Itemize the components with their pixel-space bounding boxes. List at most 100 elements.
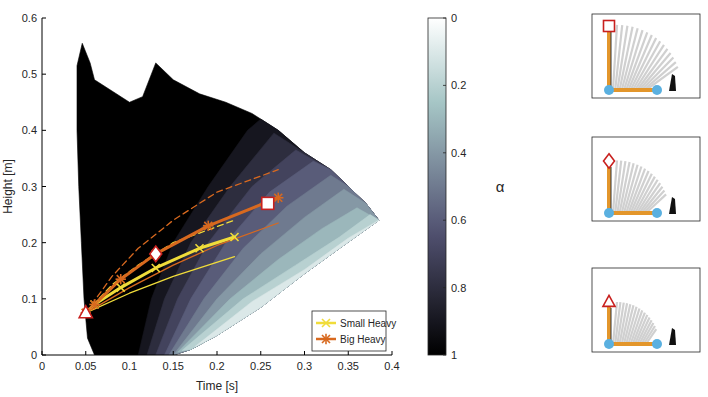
series-line bbox=[86, 220, 235, 313]
series-marker bbox=[203, 221, 213, 231]
joint bbox=[604, 208, 614, 218]
series-line bbox=[86, 198, 279, 313]
x-tick-label: 0.2 bbox=[209, 360, 224, 372]
marker-shape bbox=[79, 306, 92, 318]
leg-link bbox=[609, 211, 657, 215]
highlight-point bbox=[150, 246, 162, 262]
series-line bbox=[86, 223, 279, 313]
legend-label: Small Heavy bbox=[340, 318, 396, 329]
joint bbox=[604, 339, 614, 349]
colorbar-tick-label: 0.4 bbox=[451, 147, 466, 159]
body-link bbox=[607, 304, 611, 344]
x-tick bbox=[260, 351, 261, 355]
joint bbox=[604, 85, 614, 95]
y-tick bbox=[42, 18, 46, 19]
colorbar-tick-label: 0.6 bbox=[451, 214, 466, 226]
x-tick-label: 0.1 bbox=[122, 360, 137, 372]
foot bbox=[669, 328, 676, 345]
marker-stroke bbox=[152, 264, 160, 272]
y-tick-label: 0.3 bbox=[22, 181, 37, 193]
series-line bbox=[86, 257, 235, 313]
x-tick-label: 0 bbox=[39, 360, 45, 372]
marker-stroke bbox=[117, 284, 125, 292]
x-tick bbox=[85, 351, 86, 355]
body-edge bbox=[611, 167, 612, 213]
marker-stroke bbox=[196, 244, 204, 252]
y-tick-label: 0.2 bbox=[22, 237, 37, 249]
colorbar-tick bbox=[443, 85, 446, 86]
marker-stroke bbox=[207, 221, 209, 231]
y-tick bbox=[42, 130, 46, 131]
leg-link bbox=[609, 88, 657, 92]
y-tick bbox=[42, 242, 46, 243]
x-tick-label: 0.3 bbox=[297, 360, 312, 372]
legend-marker bbox=[322, 319, 330, 327]
pose-panel bbox=[592, 14, 700, 98]
body-link bbox=[607, 163, 611, 213]
foot bbox=[669, 74, 676, 91]
y-tick-label: 0.6 bbox=[22, 12, 37, 24]
y-tick bbox=[42, 74, 46, 75]
x-tick bbox=[129, 351, 130, 355]
body-edge bbox=[611, 32, 612, 90]
y-tick-label: 0.1 bbox=[22, 293, 37, 305]
x-tick bbox=[173, 351, 174, 355]
figure: 00.050.10.150.20.250.30.350.400.10.20.30… bbox=[0, 0, 708, 397]
legend-marker bbox=[321, 334, 331, 344]
colorbar bbox=[428, 18, 446, 355]
marker-stroke bbox=[152, 264, 160, 272]
series-marker bbox=[117, 284, 125, 292]
series-marker bbox=[152, 264, 160, 272]
y-tick-label: 0.4 bbox=[22, 124, 37, 136]
x-tick bbox=[304, 351, 305, 355]
x-tick bbox=[392, 351, 393, 355]
ghost-link bbox=[644, 62, 676, 90]
highlight-point bbox=[79, 306, 92, 318]
marker-stroke bbox=[325, 334, 327, 344]
marker-shape bbox=[150, 246, 162, 262]
y-tick bbox=[42, 186, 46, 187]
body-link bbox=[607, 28, 611, 90]
x-tick-label: 0.05 bbox=[75, 360, 96, 372]
y-tick-label: 0 bbox=[31, 349, 37, 361]
legend: Small HeavyBig Heavy bbox=[312, 311, 396, 351]
contour-band bbox=[77, 43, 379, 355]
colorbar-tick-label: 0.2 bbox=[451, 79, 466, 91]
series-marker bbox=[231, 233, 239, 241]
pose-panel bbox=[592, 137, 700, 221]
panel-frame bbox=[592, 268, 700, 352]
foot bbox=[669, 197, 676, 214]
pose-marker bbox=[603, 295, 615, 306]
colorbar-tick-label: 0.8 bbox=[451, 282, 466, 294]
series-marker bbox=[273, 193, 283, 203]
panel-frame bbox=[592, 137, 700, 221]
marker-stroke bbox=[277, 193, 279, 203]
marker-stroke bbox=[322, 319, 330, 327]
y-tick bbox=[42, 355, 46, 356]
x-tick bbox=[42, 351, 43, 355]
body-edge bbox=[611, 308, 612, 344]
pose-marker bbox=[604, 21, 615, 32]
joint bbox=[652, 339, 662, 349]
marker-stroke bbox=[231, 233, 239, 241]
series-line bbox=[86, 170, 279, 313]
colorbar-tick bbox=[443, 18, 446, 19]
x-tick bbox=[217, 351, 218, 355]
marker-stroke bbox=[120, 274, 122, 284]
marker-stroke bbox=[231, 233, 239, 241]
pose-panel bbox=[592, 268, 700, 352]
y-tick bbox=[42, 298, 46, 299]
x-tick-label: 0.35 bbox=[338, 360, 359, 372]
plot-area bbox=[77, 43, 379, 355]
colorbar-label: α bbox=[496, 178, 505, 195]
legend-box bbox=[312, 311, 386, 351]
colorbar-tick bbox=[443, 355, 446, 356]
series-marker bbox=[89, 299, 99, 309]
x-tick bbox=[348, 351, 349, 355]
colorbar-tick-label: 1 bbox=[451, 349, 457, 361]
colorbar-tick bbox=[443, 287, 446, 288]
leg-link bbox=[609, 342, 657, 346]
joint bbox=[652, 85, 662, 95]
y-axis-label: Height [m] bbox=[1, 159, 15, 214]
colorbar-tick-label: 0 bbox=[451, 12, 457, 24]
